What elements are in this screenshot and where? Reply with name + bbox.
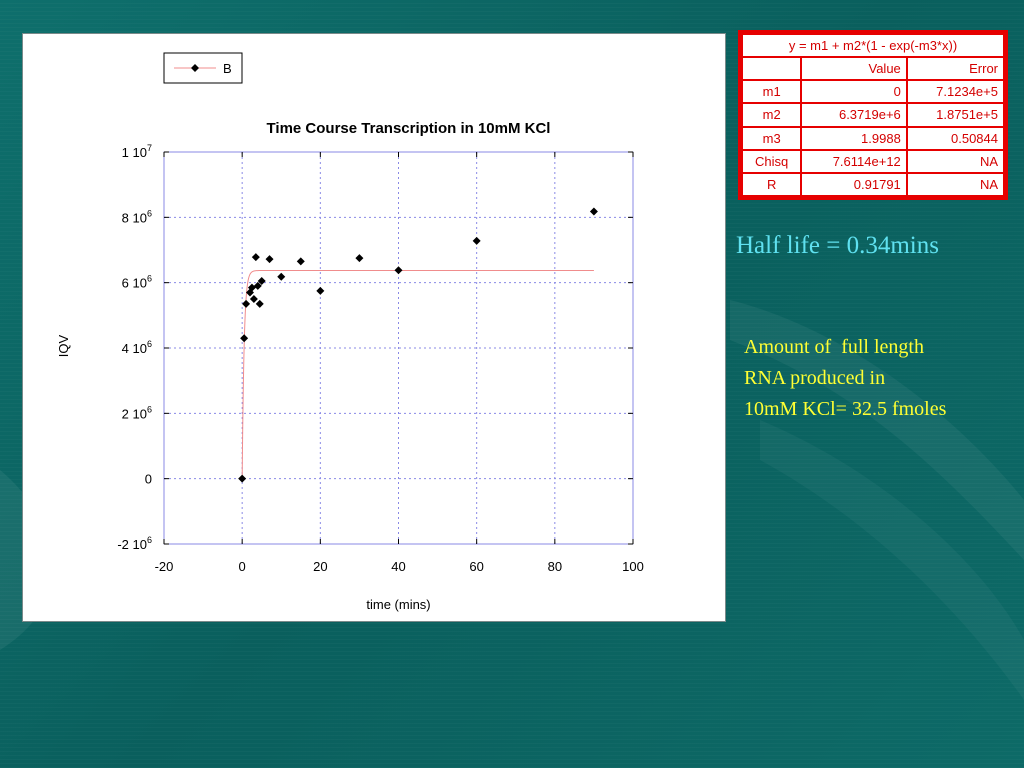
param-value: 1.9988	[802, 127, 906, 149]
y-tick-label: 8 106	[122, 208, 152, 225]
x-axis-label: time (mins)	[366, 597, 430, 612]
data-point	[242, 299, 251, 308]
table-row: Chisq 7.6114e+12 NA	[743, 150, 1003, 172]
param-value: 6.3719e+6	[802, 104, 906, 126]
data-point	[472, 236, 481, 245]
param-error: NA	[907, 150, 1003, 172]
param-name: m1	[743, 81, 801, 103]
data-point	[589, 207, 598, 216]
x-tick-label: 80	[548, 559, 562, 574]
legend-marker	[191, 64, 199, 72]
y-tick-label: -2 106	[117, 535, 152, 552]
param-name: m3	[743, 127, 801, 149]
data-point	[296, 257, 305, 266]
table-header-value: Value	[802, 58, 906, 80]
scatter-chart: -20 0 20 40 60 80 100 -2 106 0 2 106 4 106 6 106 8 1…	[56, 52, 644, 612]
fit-table: y = m1 + m2*(1 - exp(-m3*x)) Value Error…	[741, 33, 1005, 197]
table-row: m2 6.3719e+6 1.8751e+5	[743, 104, 1003, 126]
x-tick-label: 0	[239, 559, 246, 574]
data-point	[355, 254, 364, 263]
param-error: 7.1234e+5	[907, 81, 1003, 103]
data-point	[265, 255, 274, 264]
data-point	[249, 295, 258, 303]
y-tick-label: 6 106	[122, 274, 152, 291]
data-point	[255, 299, 264, 308]
amount-line: 10mM KCl= 32.5 fmoles	[744, 398, 947, 420]
amount-line: Amount of full length	[744, 336, 924, 358]
param-value: 0.91791	[802, 173, 906, 195]
amount-line: RNA produced in	[744, 367, 886, 389]
data-point	[277, 272, 286, 281]
amount-text: Amount of full length RNA produced in 10…	[744, 332, 1014, 425]
y-tick-label: 2 106	[122, 404, 152, 421]
param-value: 7.6114e+12	[802, 150, 906, 172]
table-row: m1 0 7.1234e+5	[743, 81, 1003, 103]
chart-title: Time Course Transcription in 10mM KCl	[267, 120, 551, 137]
table-row: m3 1.9988 0.50844	[743, 127, 1003, 149]
fit-equation: y = m1 + m2*(1 - exp(-m3*x))	[743, 35, 1003, 57]
half-life-text: Half life = 0.34mins	[736, 232, 939, 259]
fit-results-table: y = m1 + m2*(1 - exp(-m3*x)) Value Error…	[738, 30, 1008, 200]
data-point	[238, 474, 247, 483]
data-point	[394, 266, 403, 275]
data-point	[257, 277, 266, 286]
y-axis-label: IQV	[56, 334, 71, 357]
x-tick-label: 60	[469, 559, 483, 574]
data-point	[253, 281, 262, 290]
param-name: R	[743, 173, 801, 195]
x-tick-label: 40	[391, 559, 405, 574]
param-error: 0.50844	[907, 127, 1003, 149]
param-value: 0	[802, 81, 906, 103]
data-point	[251, 253, 260, 262]
y-tick-label: 1 107	[122, 143, 152, 160]
param-name: m2	[743, 104, 801, 126]
data-point	[247, 283, 256, 292]
legend-label: B	[223, 61, 232, 76]
table-header-blank	[743, 58, 801, 80]
plot-panel: -20 0 20 40 60 80 100 -2 106 0 2 106 4 106 6 106 8 1…	[22, 33, 726, 622]
x-tick-label: 100	[622, 559, 644, 574]
data-point	[240, 334, 249, 343]
data-point	[316, 286, 325, 295]
x-tick-label: 20	[313, 559, 327, 574]
param-name: Chisq	[743, 150, 801, 172]
fit-curve	[241, 270, 594, 479]
y-tick-label: 0	[145, 472, 152, 487]
param-error: NA	[907, 173, 1003, 195]
table-row: R 0.91791 NA	[743, 173, 1003, 195]
table-header-error: Error	[907, 58, 1003, 80]
param-error: 1.8751e+5	[907, 104, 1003, 126]
y-tick-label: 4 106	[122, 339, 152, 356]
x-tick-label: -20	[155, 559, 174, 574]
